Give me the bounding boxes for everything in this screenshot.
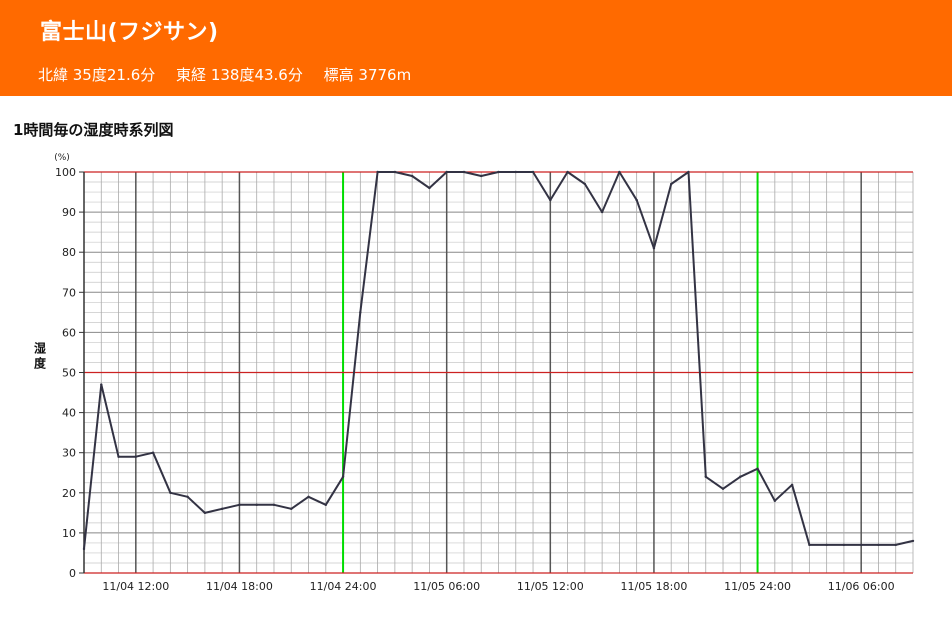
humidity-point	[583, 182, 587, 186]
humidity-point	[635, 198, 638, 202]
humidity-point	[134, 455, 138, 458]
humidity-point	[790, 483, 794, 486]
y-tick-label: 10	[62, 527, 76, 540]
humidity-point	[600, 210, 604, 214]
humidity-point	[497, 170, 500, 174]
humidity-point	[531, 170, 535, 174]
y-unit-label: (%)	[54, 153, 70, 163]
humidity-point	[376, 170, 379, 174]
x-tick-label: 11/05 12:00	[517, 580, 584, 593]
humidity-point	[773, 499, 777, 503]
humidity-point	[721, 487, 725, 490]
x-tick-label: 11/06 06:00	[828, 580, 895, 593]
y-tick-label: 30	[62, 447, 76, 460]
x-tick-label: 11/04 24:00	[310, 580, 377, 593]
humidity-point	[687, 170, 690, 174]
humidity-point	[859, 543, 863, 547]
y-tick-label: 70	[62, 286, 76, 299]
humidity-point	[82, 547, 86, 551]
latitude-text: 北緯 35度21.6分	[38, 66, 156, 84]
y-axis-title: 湿度	[34, 340, 47, 370]
humidity-chart: 0 10 20 30 40 50 60 70 80 90 100 (%) 湿度 11/04 12:00 11…	[34, 153, 915, 593]
y-tick-label: 50	[62, 367, 76, 380]
humidity-point	[186, 495, 189, 499]
humidity-point	[341, 475, 345, 478]
humidity-point	[428, 186, 431, 190]
humidity-point	[566, 170, 569, 174]
y-tick-label: 90	[62, 206, 76, 219]
humidity-point	[324, 503, 327, 507]
humidity-point	[445, 170, 448, 174]
humidity-point	[514, 170, 517, 174]
y-tick-label: 100	[55, 166, 76, 179]
header: 富士山(フジサン) 北緯 35度21.6分 東経 138度43.6分 標高 37…	[0, 0, 952, 96]
humidity-point	[307, 495, 310, 499]
humidity-point	[704, 475, 707, 478]
humidity-point	[877, 543, 880, 547]
humidity-point	[410, 174, 414, 178]
longitude-text: 東経 138度43.6分	[176, 66, 303, 84]
humidity-point	[808, 543, 811, 547]
humidity-point	[238, 503, 241, 507]
y-tick-label: 40	[62, 407, 76, 420]
humidity-point	[652, 246, 656, 250]
x-tick-label: 11/04 18:00	[206, 580, 273, 593]
chart-section-title: 1時間毎の湿度時系列図	[13, 121, 174, 139]
humidity-point	[618, 170, 621, 174]
humidity-point	[203, 511, 207, 515]
label-layer: 0 10 20 30 40 50 60 70 80 90 100 (%) 湿度 11/04 12:00 11…	[34, 153, 895, 593]
humidity-point	[825, 543, 828, 547]
humidity-point	[272, 503, 276, 507]
humidity-point	[169, 491, 172, 494]
humidity-point	[100, 383, 103, 386]
humidity-point	[739, 475, 742, 478]
humidity-point	[549, 198, 552, 202]
humidity-point	[393, 170, 397, 174]
elevation-text: 標高 3776m	[323, 66, 412, 84]
series-layer	[82, 170, 915, 551]
humidity-point	[911, 539, 915, 543]
humidity-point	[255, 503, 258, 507]
humidity-point	[151, 451, 155, 454]
station-title: 富士山(フジサン)	[40, 20, 219, 45]
humidity-point	[894, 543, 897, 547]
humidity-point	[290, 507, 293, 511]
humidity-point	[220, 507, 224, 511]
axis-layer	[79, 171, 913, 574]
y-tick-label: 0	[69, 567, 76, 580]
y-tick-label: 80	[62, 246, 76, 259]
humidity-point	[756, 467, 759, 470]
humidity-point	[842, 543, 846, 547]
y-tick-label: 20	[62, 487, 76, 500]
x-tick-label: 11/05 18:00	[620, 580, 687, 593]
x-tick-label: 11/05 24:00	[724, 580, 791, 593]
humidity-point	[480, 174, 483, 178]
humidity-point	[117, 455, 120, 458]
humidity-point	[359, 311, 362, 314]
x-tick-label: 11/04 12:00	[102, 580, 169, 593]
x-tick-label: 11/05 06:00	[413, 580, 480, 593]
humidity-point	[462, 170, 466, 174]
station-coordinates: 北緯 35度21.6分 東経 138度43.6分 標高 3776m	[38, 64, 427, 85]
y-tick-label: 60	[62, 326, 76, 339]
humidity-point	[670, 182, 673, 186]
